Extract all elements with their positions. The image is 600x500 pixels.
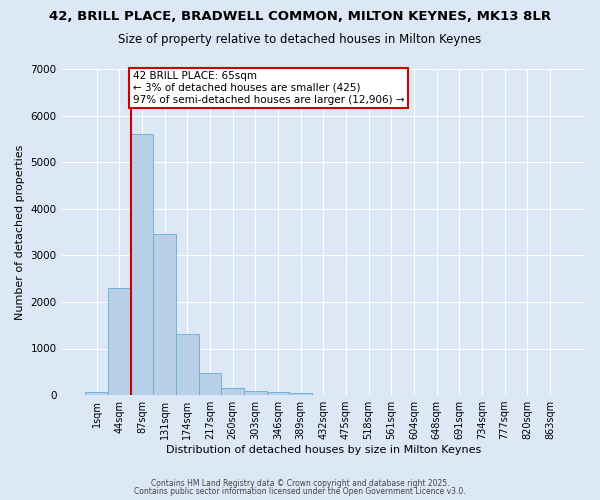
Text: Size of property relative to detached houses in Milton Keynes: Size of property relative to detached ho… bbox=[118, 32, 482, 46]
Bar bbox=[85, 392, 108, 395]
Y-axis label: Number of detached properties: Number of detached properties bbox=[15, 144, 25, 320]
Text: 42 BRILL PLACE: 65sqm
← 3% of detached houses are smaller (425)
97% of semi-deta: 42 BRILL PLACE: 65sqm ← 3% of detached h… bbox=[133, 72, 404, 104]
Bar bbox=[221, 388, 244, 395]
Bar bbox=[108, 288, 131, 395]
X-axis label: Distribution of detached houses by size in Milton Keynes: Distribution of detached houses by size … bbox=[166, 445, 481, 455]
Bar bbox=[244, 392, 266, 395]
Bar bbox=[131, 134, 154, 395]
Bar bbox=[176, 334, 199, 395]
Bar bbox=[154, 234, 176, 395]
Text: Contains public sector information licensed under the Open Government Licence v3: Contains public sector information licen… bbox=[134, 487, 466, 496]
Bar bbox=[199, 373, 221, 395]
Text: Contains HM Land Registry data © Crown copyright and database right 2025.: Contains HM Land Registry data © Crown c… bbox=[151, 478, 449, 488]
Bar bbox=[266, 392, 289, 395]
Bar bbox=[289, 393, 312, 395]
Text: 42, BRILL PLACE, BRADWELL COMMON, MILTON KEYNES, MK13 8LR: 42, BRILL PLACE, BRADWELL COMMON, MILTON… bbox=[49, 10, 551, 23]
